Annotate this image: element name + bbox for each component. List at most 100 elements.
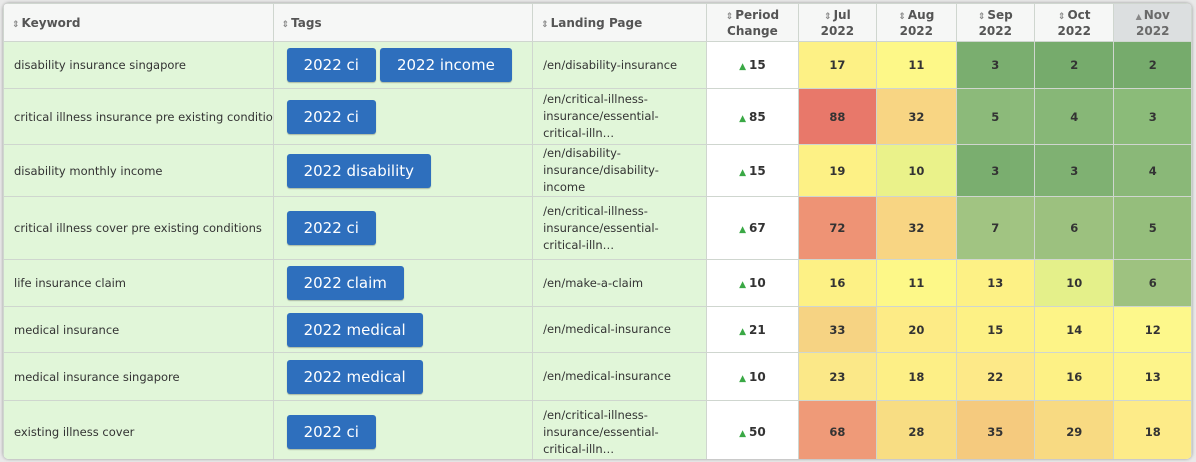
- rank-cell: 16: [797, 259, 878, 307]
- table-row[interactable]: disability monthly income 2022 disability…: [3, 144, 1192, 197]
- triangle-up-icon: ▲: [739, 113, 746, 124]
- column-header-month: Jul: [833, 7, 851, 22]
- rank-cell: 3: [955, 144, 1036, 197]
- triangle-up-icon: ▲: [739, 326, 746, 337]
- landing-page-cell: /en/disability-insurance: [532, 41, 708, 89]
- column-header-label: Landing Page: [550, 15, 643, 30]
- column-header-month: Nov: [1143, 7, 1170, 22]
- period-change-value: 67: [748, 221, 766, 235]
- sort-both-icon: ⇕: [824, 11, 832, 22]
- table-row[interactable]: critical illness insurance pre existing …: [3, 88, 1192, 145]
- rank-cell: 14: [1033, 306, 1115, 353]
- rank-cell: 29: [1033, 400, 1115, 459]
- column-header-year: 2022: [1136, 23, 1170, 38]
- column-header-month: Aug: [907, 7, 935, 22]
- rank-cell: 12: [1113, 306, 1192, 353]
- column-header-jul-2022[interactable]: ⇕ Jul 2022: [797, 3, 878, 42]
- sort-both-icon: ⇕: [725, 11, 734, 22]
- rank-cell: 13: [955, 259, 1036, 307]
- table-row[interactable]: medical insurance 2022 medical/en/medical…: [3, 306, 1192, 353]
- keyword-cell: life insurance claim: [3, 259, 274, 307]
- rank-cell: 72: [797, 196, 878, 260]
- rank-cell: 4: [1113, 144, 1192, 197]
- tag-button[interactable]: 2022 disability: [286, 153, 431, 188]
- rank-cell: 3: [1033, 144, 1115, 197]
- keyword-ranking-table: ⇕ Keyword ⇕ Tags ⇕ Landing Page ⇕ Period Cha…: [3, 3, 1192, 459]
- sort-both-icon: ⇕: [281, 19, 290, 30]
- period-change-cell: ▲ 50: [706, 400, 799, 459]
- landing-page-cell: /en/make-a-claim: [532, 259, 708, 307]
- rank-cell: 18: [1113, 400, 1192, 459]
- column-header-aug-2022[interactable]: ⇕ Aug 2022: [876, 3, 957, 42]
- table-row[interactable]: medical insurance singapore 2022 medical /…: [3, 352, 1192, 401]
- triangle-up-icon: ▲: [739, 225, 746, 235]
- rank-cell: 23: [797, 352, 878, 401]
- rank-cell: 32: [876, 88, 957, 145]
- landing-page-cell: /en/critical-illness-insurance/essential…: [532, 400, 708, 459]
- tags-cell: 2022 ci: [272, 88, 534, 145]
- period-change-value: 10: [748, 276, 766, 290]
- column-header-label: Keyword: [21, 15, 81, 30]
- tags-cell: 2022 disability: [272, 144, 534, 197]
- column-header-label: Change: [727, 23, 778, 38]
- column-header-tags[interactable]: ⇕ Tags: [272, 3, 534, 42]
- column-header-year: 2022: [899, 23, 934, 38]
- period-change-cell: ▲ 15: [706, 41, 799, 89]
- rank-cell: 5: [1113, 196, 1192, 260]
- sort-both-icon: ⇕: [541, 19, 549, 30]
- tag-button[interactable]: 2022 medical: [286, 312, 423, 347]
- column-header-oct-2022[interactable]: ⇕ Oct 2022: [1033, 3, 1115, 42]
- landing-page-cell: /en/medical-insurance: [532, 306, 708, 353]
- column-header-keyword[interactable]: ⇕ Keyword: [3, 3, 274, 42]
- rank-cell: 3: [1113, 88, 1192, 145]
- tag-button[interactable]: 2022 ci: [286, 99, 376, 134]
- period-change-value: 85: [748, 109, 766, 124]
- period-change-cell: ▲ 85: [706, 88, 799, 145]
- tag-button[interactable]: 2022 ci: [286, 48, 376, 82]
- table-row[interactable]: life insurance claim 2022 claim/en/make-a…: [3, 259, 1192, 307]
- triangle-up-icon: ▲: [739, 62, 746, 72]
- column-header-landing-page[interactable]: ⇕ Landing Page: [532, 3, 708, 42]
- keyword-cell: disability insurance singapore: [3, 41, 274, 89]
- sort-both-icon: ⇕: [977, 11, 986, 22]
- rank-cell: 13: [1113, 352, 1192, 401]
- column-header-sep-2022[interactable]: ⇕ Sep 2022: [955, 3, 1036, 42]
- landing-page-cell: /en/critical-illness-insurance/essential…: [532, 196, 708, 260]
- keyword-cell: medical insurance singapore: [3, 352, 274, 401]
- tags-cell: 2022 ci: [272, 400, 534, 459]
- table-row[interactable]: existing illness cover 2022 ci/en/critica…: [3, 400, 1192, 459]
- rank-cell: 11: [876, 259, 957, 307]
- rank-cell: 11: [876, 41, 957, 89]
- rank-cell: 5: [955, 88, 1036, 145]
- tag-button[interactable]: 2022 income: [379, 48, 512, 82]
- table-body: disability insurance singapore 2022 ci 202…: [3, 41, 1192, 459]
- rank-cell: 3: [955, 41, 1036, 89]
- rank-cell: 10: [1033, 259, 1115, 307]
- tag-button[interactable]: 2022 ci: [286, 211, 376, 245]
- column-header-month: Sep: [987, 7, 1013, 22]
- triangle-up-icon: ▲: [739, 280, 746, 290]
- sort-both-icon: ⇕: [1057, 11, 1066, 22]
- period-change-value: 15: [748, 163, 766, 178]
- tag-button[interactable]: 2022 ci: [286, 415, 376, 449]
- rank-cell: 32: [876, 196, 957, 260]
- column-header-year: 2022: [978, 23, 1012, 38]
- rank-cell: 10: [876, 144, 957, 197]
- column-header-nov-2022[interactable]: ▲ Nov 2022: [1113, 3, 1192, 42]
- period-change-value: 50: [748, 425, 766, 439]
- table-row[interactable]: critical illness cover pre existing cond…: [3, 196, 1192, 260]
- tags-cell: 2022 claim: [272, 259, 534, 307]
- period-change-cell: ▲ 10: [706, 352, 799, 401]
- sort-both-icon: ⇕: [898, 11, 906, 22]
- column-header-period-change[interactable]: ⇕ Period Change: [706, 3, 799, 42]
- tags-cell: 2022 medical: [272, 352, 534, 401]
- tag-button[interactable]: 2022 claim: [286, 266, 404, 300]
- tag-button[interactable]: 2022 medical: [286, 359, 423, 394]
- table-row[interactable]: disability insurance singapore 2022 ci 202…: [3, 41, 1192, 89]
- period-change-value: 15: [748, 58, 766, 72]
- tags-cell: 2022 medical: [272, 306, 534, 353]
- column-header-month: Oct: [1067, 7, 1091, 22]
- rank-cell: 2: [1033, 41, 1115, 89]
- rank-cell: 17: [797, 41, 878, 89]
- tags-cell: 2022 ci: [272, 196, 534, 260]
